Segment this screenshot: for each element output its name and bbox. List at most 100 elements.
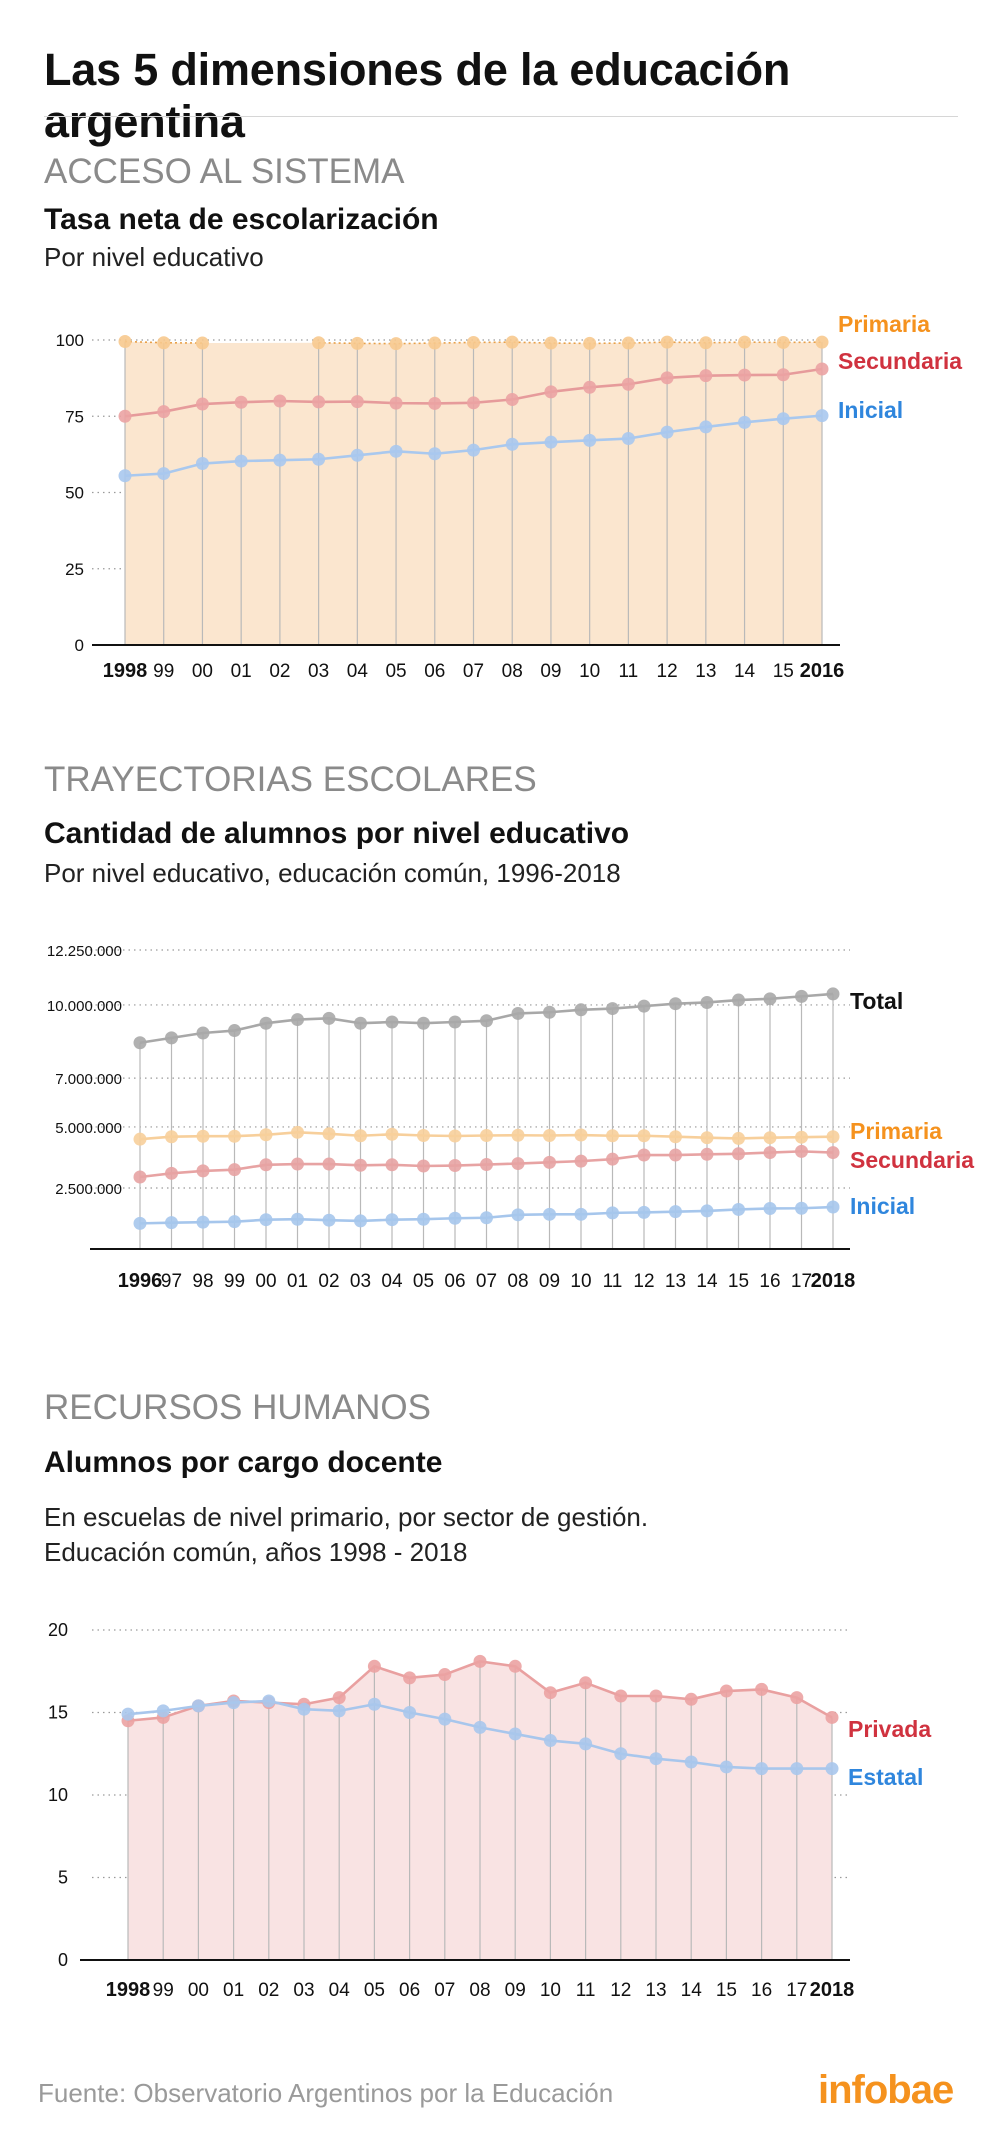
x-tick-label: 06: [444, 1271, 465, 1292]
x-tick-label: 16: [759, 1271, 780, 1292]
data-point-inicial: [544, 435, 558, 449]
series-label-estatal: Estatal: [848, 1764, 923, 1790]
x-tick-label: 01: [231, 661, 252, 682]
data-point-secundaria: [467, 396, 480, 410]
y-tick-label: 75: [65, 407, 84, 426]
x-tick-label: 09: [539, 1271, 560, 1292]
data-point-secundaria: [234, 395, 248, 409]
data-point-estatal: [508, 1727, 522, 1741]
data-point-primaria: [606, 1129, 619, 1143]
data-point-privada: [614, 1689, 628, 1703]
x-tick-label: 13: [695, 661, 716, 682]
data-point-inicial: [776, 412, 790, 426]
data-point-secundaria: [700, 1147, 714, 1161]
y-tick-label: 5: [58, 1868, 68, 1888]
data-point-primaria: [467, 335, 480, 349]
title-divider: [44, 116, 958, 117]
data-point-inicial: [322, 1213, 336, 1227]
data-point-secundaria: [322, 1157, 336, 1171]
series-label-primaria: Primaria: [838, 311, 930, 337]
data-point-estatal: [367, 1697, 381, 1711]
data-point-secundaria: [195, 397, 209, 411]
y-tick-label: 25: [65, 560, 84, 579]
main-title: Las 5 dimensiones de la educación argent…: [44, 44, 791, 147]
data-point-secundaria: [795, 1144, 808, 1158]
section-label-recursos: RECURSOS HUMANOS: [44, 1388, 431, 1427]
data-point-secundaria: [133, 1170, 147, 1184]
x-tick-label: 05: [385, 661, 406, 682]
data-point-estatal: [403, 1706, 417, 1719]
x-tick-label: 00: [192, 661, 213, 682]
data-point-privada: [579, 1676, 593, 1690]
series-label-secundaria: Secundaria: [850, 1147, 974, 1173]
x-tick-label: 99: [224, 1271, 245, 1292]
x-tick-label: 1998: [106, 1979, 151, 2001]
data-point-privada: [473, 1654, 487, 1668]
data-point-primaria: [583, 336, 597, 350]
x-tick-label: 01: [223, 1980, 244, 2001]
data-point-inicial: [480, 1211, 493, 1225]
data-point-inicial: [543, 1207, 556, 1221]
data-point-inicial: [699, 420, 713, 434]
data-point-primaria: [195, 336, 209, 350]
data-point-primaria: [312, 336, 326, 350]
x-tick-label: 08: [469, 1980, 490, 2001]
data-point-secundaria: [511, 1157, 525, 1171]
data-point-primaria: [228, 1129, 241, 1143]
x-tick-label: 07: [434, 1980, 455, 2001]
data-point-total: [826, 987, 840, 1001]
x-tick-label: 98: [192, 1271, 213, 1292]
y-tick-label: 12.250.000: [47, 943, 122, 960]
data-point-primaria: [544, 336, 558, 350]
data-point-estatal: [297, 1702, 311, 1716]
data-point-primaria: [660, 335, 674, 349]
section-label-acceso: ACCESO AL SISTEMA: [44, 152, 405, 191]
data-point-primaria: [511, 1128, 525, 1142]
x-tick-label: 1998: [103, 660, 148, 682]
data-point-secundaria: [826, 1146, 840, 1160]
data-point-inicial: [157, 467, 171, 481]
data-point-total: [322, 1011, 336, 1025]
data-point-inicial: [621, 432, 635, 446]
data-point-secundaria: [291, 1157, 304, 1171]
data-point-secundaria: [505, 392, 519, 406]
data-point-secundaria: [389, 396, 403, 410]
data-point-primaria: [795, 1130, 808, 1144]
data-point-inicial: [385, 1213, 399, 1227]
data-point-secundaria: [417, 1159, 430, 1173]
data-point-total: [700, 995, 714, 1009]
data-point-total: [480, 1014, 493, 1028]
data-point-estatal: [579, 1737, 593, 1751]
x-tick-label: 09: [505, 1980, 526, 2001]
data-point-inicial: [234, 454, 248, 468]
chart-escolarizacion: 0 25 50 75 100 1998 99 00 01 02 03 04 05 06 07 08 09 10 11…: [56, 311, 963, 682]
data-point-inicial: [350, 448, 364, 462]
data-point-privada: [438, 1668, 452, 1682]
data-point-primaria: [196, 1129, 210, 1143]
data-point-inicial: [195, 457, 209, 471]
data-point-privada: [790, 1691, 804, 1705]
data-point-estatal: [614, 1747, 628, 1761]
x-tick-label: 02: [258, 1980, 279, 2001]
x-tick-label: 14: [696, 1271, 718, 1292]
data-point-total: [511, 1006, 525, 1020]
data-point-privada: [755, 1682, 769, 1696]
y-tick-label: 2.500.000: [55, 1181, 122, 1198]
x-tick-label: 06: [424, 661, 445, 682]
data-point-secundaria: [699, 369, 713, 383]
x-tick-label: 14: [681, 1980, 703, 2001]
data-point-estatal: [473, 1720, 487, 1734]
data-point-primaria: [699, 336, 713, 350]
data-point-primaria: [826, 1130, 840, 1144]
data-point-primaria: [815, 335, 829, 349]
x-tick-label: 2018: [811, 1270, 856, 1292]
data-point-inicial: [700, 1204, 714, 1218]
x-tick-label: 2016: [800, 660, 845, 682]
data-point-primaria: [428, 336, 442, 350]
data-point-estatal: [825, 1762, 839, 1776]
data-point-estatal: [332, 1704, 346, 1718]
data-point-total: [669, 997, 682, 1011]
data-point-estatal: [227, 1696, 241, 1710]
x-tick-label: 11: [603, 1271, 623, 1292]
data-point-primaria: [165, 1130, 178, 1144]
